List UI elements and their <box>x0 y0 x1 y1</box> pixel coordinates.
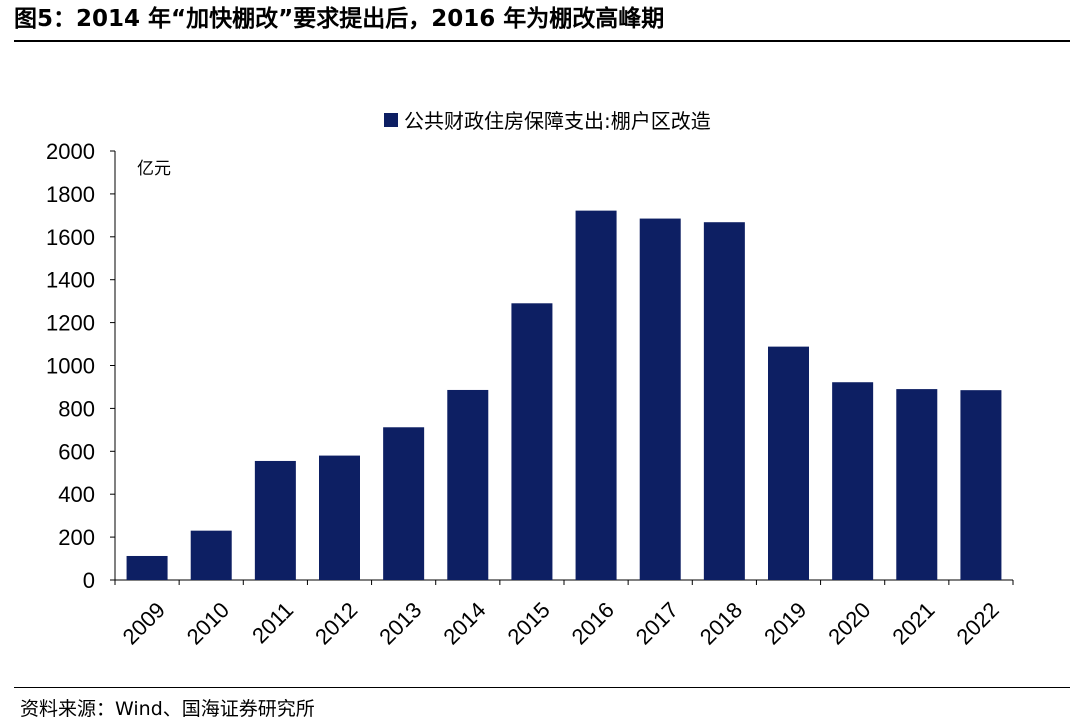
y-tick-label: 800 <box>58 396 95 421</box>
y-tick-label: 200 <box>58 525 95 550</box>
bar-2011 <box>254 460 296 580</box>
bar-2014 <box>447 389 489 580</box>
figure-title: 图5：2014 年“加快棚改”要求提出后，2016 年为棚改高峰期 <box>14 6 665 32</box>
y-tick-label: 400 <box>58 482 95 507</box>
legend-label: 公共财政住房保障支出:棚户区改造 <box>404 109 711 133</box>
y-tick-labels: 0 200 400 600 800 1000 1200 1400 1600 1800 2000 <box>46 139 95 593</box>
bar-2017 <box>639 218 681 580</box>
bar-2012 <box>319 455 360 580</box>
bar-2016 <box>575 210 617 581</box>
y-tick-label: 0 <box>83 568 95 593</box>
x-tick-label: 2012 <box>310 597 362 649</box>
x-tick-label: 2010 <box>182 597 234 649</box>
bar-2009 <box>126 555 168 580</box>
x-tick-label: 2014 <box>438 597 490 649</box>
y-tick-label: 2000 <box>46 139 95 164</box>
bar-2019 <box>768 346 809 580</box>
x-tick-label: 2017 <box>631 597 683 649</box>
x-tick-label: 2015 <box>502 597 554 649</box>
x-tick-label: 2013 <box>374 597 426 649</box>
x-tick-labels: 2009 2010 2011 2012 2013 2014 2015 2016 2017 2018… <box>118 597 1004 649</box>
bar-2010 <box>190 530 232 580</box>
x-tick-label: 2009 <box>118 597 170 649</box>
bars <box>126 210 1002 581</box>
source-divider <box>14 687 1070 688</box>
x-tick-label: 2020 <box>823 597 875 649</box>
axes <box>110 150 1014 585</box>
title-divider <box>14 40 1070 42</box>
x-tick-label: 2018 <box>695 597 747 649</box>
x-tick-label: 2022 <box>951 597 1003 649</box>
bar-2015 <box>511 303 553 580</box>
bar-2013 <box>383 427 425 580</box>
legend: 公共财政住房保障支出:棚户区改造 <box>384 109 711 133</box>
x-tick-label: 2016 <box>567 597 619 649</box>
bar-2022 <box>960 390 1002 580</box>
bar-2021 <box>896 389 938 580</box>
x-tick-label: 2021 <box>887 597 939 649</box>
x-tick-label: 2011 <box>247 597 298 648</box>
y-tick-label: 1000 <box>46 354 95 379</box>
x-tick-label: 2019 <box>759 597 811 649</box>
legend-swatch <box>384 113 398 127</box>
y-tick-label: 1600 <box>46 225 95 250</box>
source-note: 资料来源：Wind、国海证券研究所 <box>20 698 315 720</box>
y-tick-label: 1800 <box>46 182 95 207</box>
bar-2020 <box>832 382 874 580</box>
y-tick-label: 1200 <box>46 311 95 336</box>
y-tick-label: 600 <box>58 439 95 464</box>
bar-2018 <box>703 222 745 581</box>
y-tick-label: 1400 <box>46 268 95 293</box>
y-unit-label: 亿元 <box>137 159 171 179</box>
